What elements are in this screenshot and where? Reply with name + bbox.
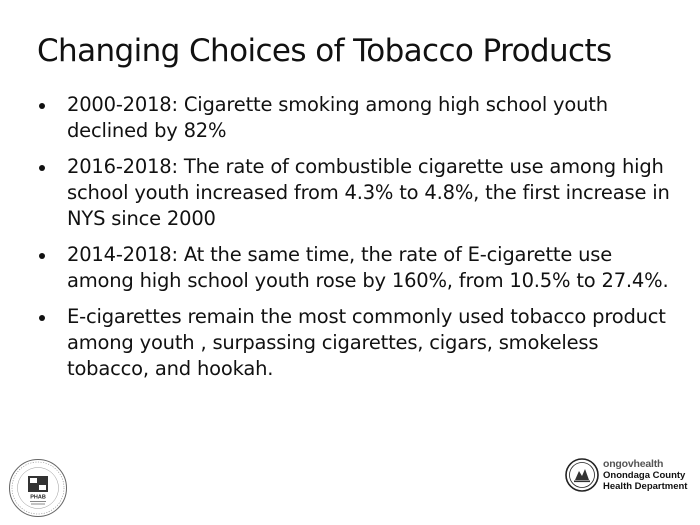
bullet-text: 2014-2018: At the same time, the rate of… (67, 243, 669, 292)
bullet-item: E-cigarettes remain the most commonly us… (36, 304, 676, 382)
bullet-text: 2016-2018: The rate of combustible cigar… (67, 155, 670, 230)
bullet-item: 2016-2018: The rate of combustible cigar… (36, 154, 676, 232)
seal-text: PHAB (30, 495, 46, 501)
slide-title: Changing Choices of Tobacco Products (37, 33, 612, 69)
bullet-item: 2000-2018: Cigarette smoking among high … (36, 92, 676, 144)
bullet-item: 2014-2018: At the same time, the rate of… (36, 242, 676, 294)
logo-county: Onondaga County (603, 470, 686, 481)
onondaga-county-emblem-icon (565, 458, 599, 492)
onondaga-county-logo: ongovhealth Onondaga County Health Depar… (565, 458, 693, 500)
logo-department: Health Department (603, 481, 688, 492)
bullet-dot-icon (39, 103, 45, 109)
bullet-text: E-cigarettes remain the most commonly us… (67, 305, 666, 380)
phab-accreditation-seal-icon: PHAB (9, 459, 67, 517)
bullet-list: 2000-2018: Cigarette smoking among high … (36, 92, 676, 382)
bullet-dot-icon (39, 315, 45, 321)
bullet-text: 2000-2018: Cigarette smoking among high … (67, 93, 608, 142)
logo-text: ongovhealth Onondaga County Health Depar… (603, 458, 695, 492)
bullet-dot-icon (39, 253, 45, 259)
logo-brand: ongovhealth (603, 458, 664, 470)
bullet-dot-icon (39, 165, 45, 171)
